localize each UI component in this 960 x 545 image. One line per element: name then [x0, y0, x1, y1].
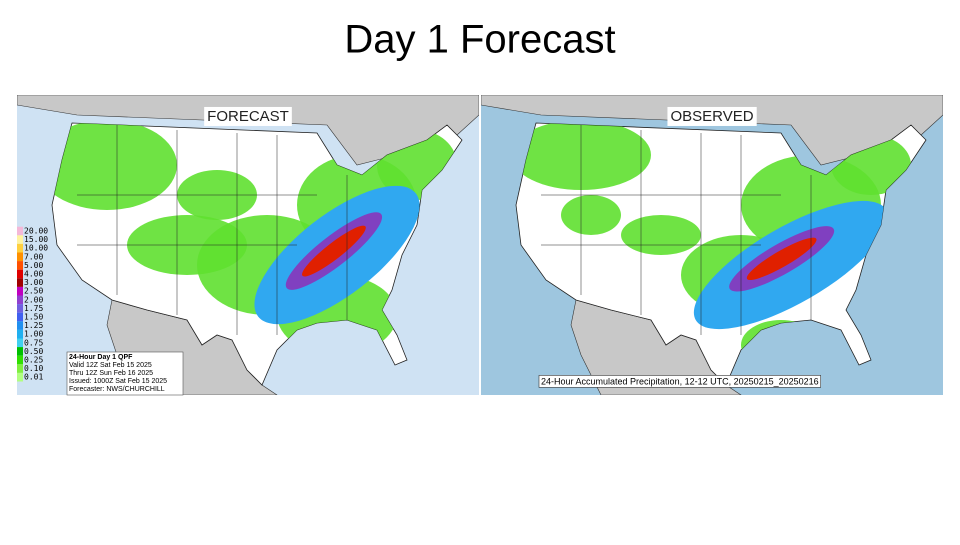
- precip-max: [302, 225, 366, 277]
- info-line: Valid 12Z Sat Feb 15 2025: [69, 362, 152, 369]
- legend-label: 1.75: [24, 304, 43, 313]
- panel-label-box: [204, 106, 292, 126]
- legend-label: 0.75: [24, 338, 43, 347]
- legend-swatch: [17, 372, 23, 382]
- legend-label: 0.25: [24, 356, 43, 365]
- legend-label: 2.50: [24, 287, 43, 296]
- legend-label: 2.00: [24, 295, 43, 304]
- legend-label: 0.50: [24, 347, 43, 356]
- legend-label: 1.50: [24, 313, 43, 322]
- precip-light: [561, 195, 621, 235]
- legend-label: 1.25: [24, 321, 43, 330]
- info-box: [66, 351, 184, 396]
- legend-label: 3.00: [24, 278, 43, 287]
- precip: [516, 123, 911, 370]
- legend-swatch: [17, 226, 23, 236]
- info-line: Forecaster: NWS/CHURCHILL: [69, 386, 165, 393]
- map-body: [17, 95, 479, 395]
- map-body: [481, 95, 943, 395]
- legend-swatch: [17, 304, 23, 313]
- legend-swatch: [17, 243, 23, 253]
- info-line: 24-Hour Day 1 QPF: [69, 354, 133, 361]
- legend-label: 7.00: [24, 252, 43, 261]
- info-line: Thru 12Z Sun Feb 16 2025: [69, 370, 153, 377]
- legend-swatch: [17, 364, 23, 373]
- panel-label-box: [667, 106, 757, 126]
- precip-light: [621, 215, 701, 255]
- legend-swatch: [17, 235, 23, 244]
- panel-label: OBSERVED: [670, 108, 753, 125]
- legend-swatch: [17, 286, 23, 296]
- legend-swatch: [17, 269, 23, 279]
- legend-swatch: [17, 252, 23, 262]
- legend-label: 20.00: [24, 227, 48, 236]
- legend-label: 15.00: [24, 235, 48, 244]
- precip-max: [746, 237, 817, 281]
- caption-box: [538, 375, 821, 388]
- legend-swatch: [17, 278, 23, 287]
- legend-swatch: [17, 355, 23, 365]
- map-panel: FORECAST20.0015.0010.007.005.004.003.002…: [17, 95, 479, 396]
- legend-swatch: [17, 312, 23, 322]
- precip-light: [52, 123, 177, 210]
- legend-swatch: [17, 338, 23, 348]
- legend-label: 1.00: [24, 330, 43, 339]
- legend-label: 0.10: [24, 364, 43, 373]
- map-panel: OBSERVED 24-Hour Accumulated Precipitatio…: [481, 95, 943, 395]
- legend-label: 10.00: [24, 244, 48, 253]
- legend-swatch: [17, 329, 23, 339]
- panel-label: FORECAST: [207, 108, 289, 125]
- legend-label: 0.01: [24, 373, 43, 382]
- legend-label: 4.00: [24, 270, 43, 279]
- legend-label: 5.00: [24, 261, 43, 270]
- legend-swatch: [17, 321, 23, 330]
- info-line: Issued: 1000Z Sat Feb 15 2025: [69, 378, 167, 385]
- legend-swatch: [17, 347, 23, 356]
- caption: 24-Hour Accumulated Precipitation, 12-12…: [541, 376, 819, 386]
- slide-title: Day 1 Forecast: [344, 18, 615, 62]
- legend-swatch: [17, 261, 23, 270]
- legend-swatch: [17, 295, 23, 305]
